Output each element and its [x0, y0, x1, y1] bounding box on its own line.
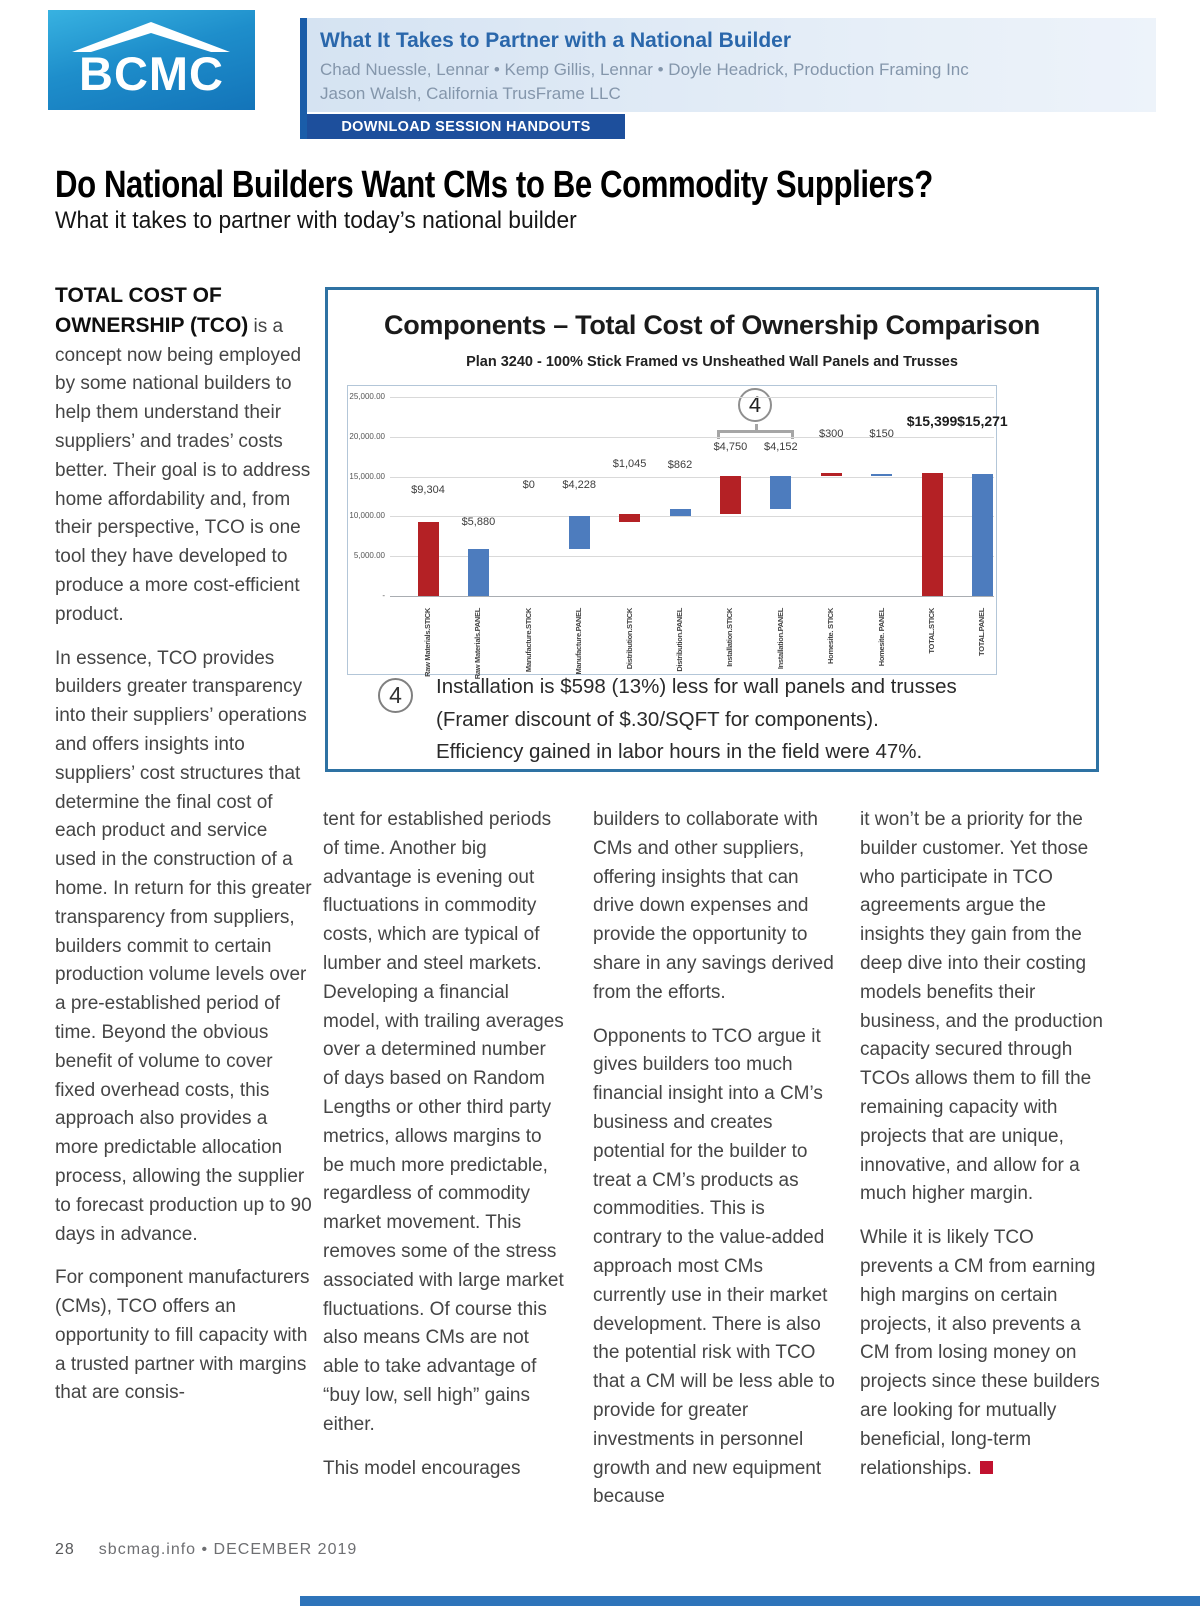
paragraph: tent for established periods of time. An…	[323, 809, 564, 1435]
chart-bar	[871, 474, 893, 476]
chart-data-label: $4,228	[562, 478, 597, 491]
chart-data-label: $1,045	[612, 458, 647, 471]
annotation-line-1: Installation is $598 (13%) less for wall…	[436, 675, 957, 698]
speakers-line-2: Jason Walsh, California TrusFrame LLC	[320, 84, 621, 103]
session-speakers: Chad Nuessle, Lennar • Kemp Gillis, Lenn…	[320, 58, 1156, 106]
chart-data-label: $0	[522, 478, 535, 491]
annotation-line-3: Efficiency gained in labor hours in the …	[436, 740, 923, 763]
chart-gridline	[390, 436, 994, 438]
tco-comparison-chart: Components – Total Cost of Ownership Com…	[325, 287, 1099, 772]
annotation-text: Installation is $598 (13%) less for wall…	[436, 671, 1046, 769]
chart-bar	[467, 549, 489, 596]
chart-bar	[770, 475, 792, 509]
y-axis-tick-label: 25,000.00	[349, 392, 385, 401]
page-footer: 28 sbcmag.info • DECEMBER 2019	[55, 1541, 357, 1559]
paragraph: Opponents to TCO argue it gives builders…	[593, 1025, 835, 1508]
bottom-accent-bar	[300, 1596, 1200, 1606]
annotation-4-circle: 4	[378, 678, 413, 713]
text-column-1: TOTAL COST OF OWNERSHIP (TCO) is a conce…	[55, 282, 313, 1423]
paragraph: This model encourages	[323, 1457, 521, 1479]
annotation-line-2: (Framer discount of $.30/SQFT for compon…	[436, 707, 879, 731]
chart-bar	[820, 473, 842, 476]
chart-data-label: $4,750	[713, 441, 748, 454]
chart-data-label: $4,152	[763, 441, 798, 454]
article-subtitle: What it takes to partner with today’s na…	[55, 207, 577, 234]
paragraph: TOTAL COST OF OWNERSHIP (TCO) is a conce…	[55, 284, 311, 625]
bcmc-logo-text: BCMC	[79, 47, 224, 100]
paragraph: builders to collaborate with CMs and oth…	[593, 809, 834, 1003]
paragraph: In essence, TCO provides builders greate…	[55, 647, 312, 1245]
end-of-article-marker	[979, 1460, 993, 1474]
chart-data-label: $15,271	[957, 413, 1008, 430]
chart-data-label: $862	[667, 458, 693, 471]
chart-gridline	[390, 596, 994, 597]
paragraph: it won’t be a priority for the builder c…	[860, 809, 1103, 1205]
chart-plot-area: 4 25,000.00 20,000.00 15,000.00 10,000.00 5,…	[347, 385, 1008, 679]
chart-bar	[719, 475, 741, 514]
bcmc-logo: BCMC	[48, 10, 255, 110]
chart-gridline	[390, 397, 994, 398]
chart-data-label: $15,399	[906, 413, 958, 430]
chart-data-label: $150	[869, 427, 894, 440]
callout-4-circle: 4	[738, 388, 772, 422]
chart-data-label: $300	[818, 427, 844, 440]
chart-bar	[619, 513, 641, 522]
y-axis-tick-label: 20,000.00	[349, 431, 385, 441]
chart-subtitle: Plan 3240 - 100% Stick Framed vs Unsheat…	[466, 354, 958, 370]
chart-bar	[921, 473, 943, 596]
y-axis-tick-label: 10,000.00	[349, 511, 385, 521]
y-axis-tick-label: 15,000.00	[349, 471, 385, 481]
chart-data-label: $9,304	[411, 484, 445, 497]
chart-gridline	[390, 556, 994, 558]
session-banner: What It Takes to Partner with a National…	[307, 18, 1156, 112]
text-column-2: tent for established periods of time. An…	[323, 806, 566, 1498]
chart-gridline	[390, 476, 994, 478]
footer-issue: sbcmag.info • DECEMBER 2019	[98, 1541, 358, 1558]
chart-bar	[568, 515, 590, 550]
session-title: What It Takes to Partner with a National…	[320, 29, 792, 52]
text-column-4: it won’t be a priority for the builder c…	[860, 806, 1106, 1498]
roof-icon	[72, 22, 230, 52]
chart-bar	[417, 521, 439, 596]
paragraph: While it is likely TCO prevents a CM fro…	[860, 1227, 1100, 1479]
chart-bar	[971, 474, 993, 596]
y-axis-tick-label: -	[382, 591, 385, 600]
page-number: 28	[55, 1541, 75, 1558]
article-title: Do National Builders Want CMs to Be Comm…	[55, 164, 933, 206]
chart-gridline	[390, 516, 994, 518]
callout-bracket	[717, 424, 794, 439]
chart-bar	[669, 508, 691, 516]
chart-data-label: $5,880	[461, 516, 496, 529]
paragraph: For component manufacturers (CMs), TCO o…	[55, 1267, 310, 1404]
lead-in-bold: TOTAL COST OF OWNERSHIP (TCO)	[55, 284, 249, 337]
download-handouts-button[interactable]: DOWNLOAD SESSION HANDOUTS	[307, 114, 625, 139]
banner-accent-stripe	[300, 18, 307, 139]
speakers-line-1: Chad Nuessle, Lennar • Kemp Gillis, Lenn…	[320, 60, 969, 79]
chart-title: Components – Total Cost of Ownership Com…	[384, 310, 1040, 340]
text-column-3: builders to collaborate with CMs and oth…	[593, 806, 836, 1527]
y-axis-tick-label: 5,000.00	[353, 551, 385, 561]
